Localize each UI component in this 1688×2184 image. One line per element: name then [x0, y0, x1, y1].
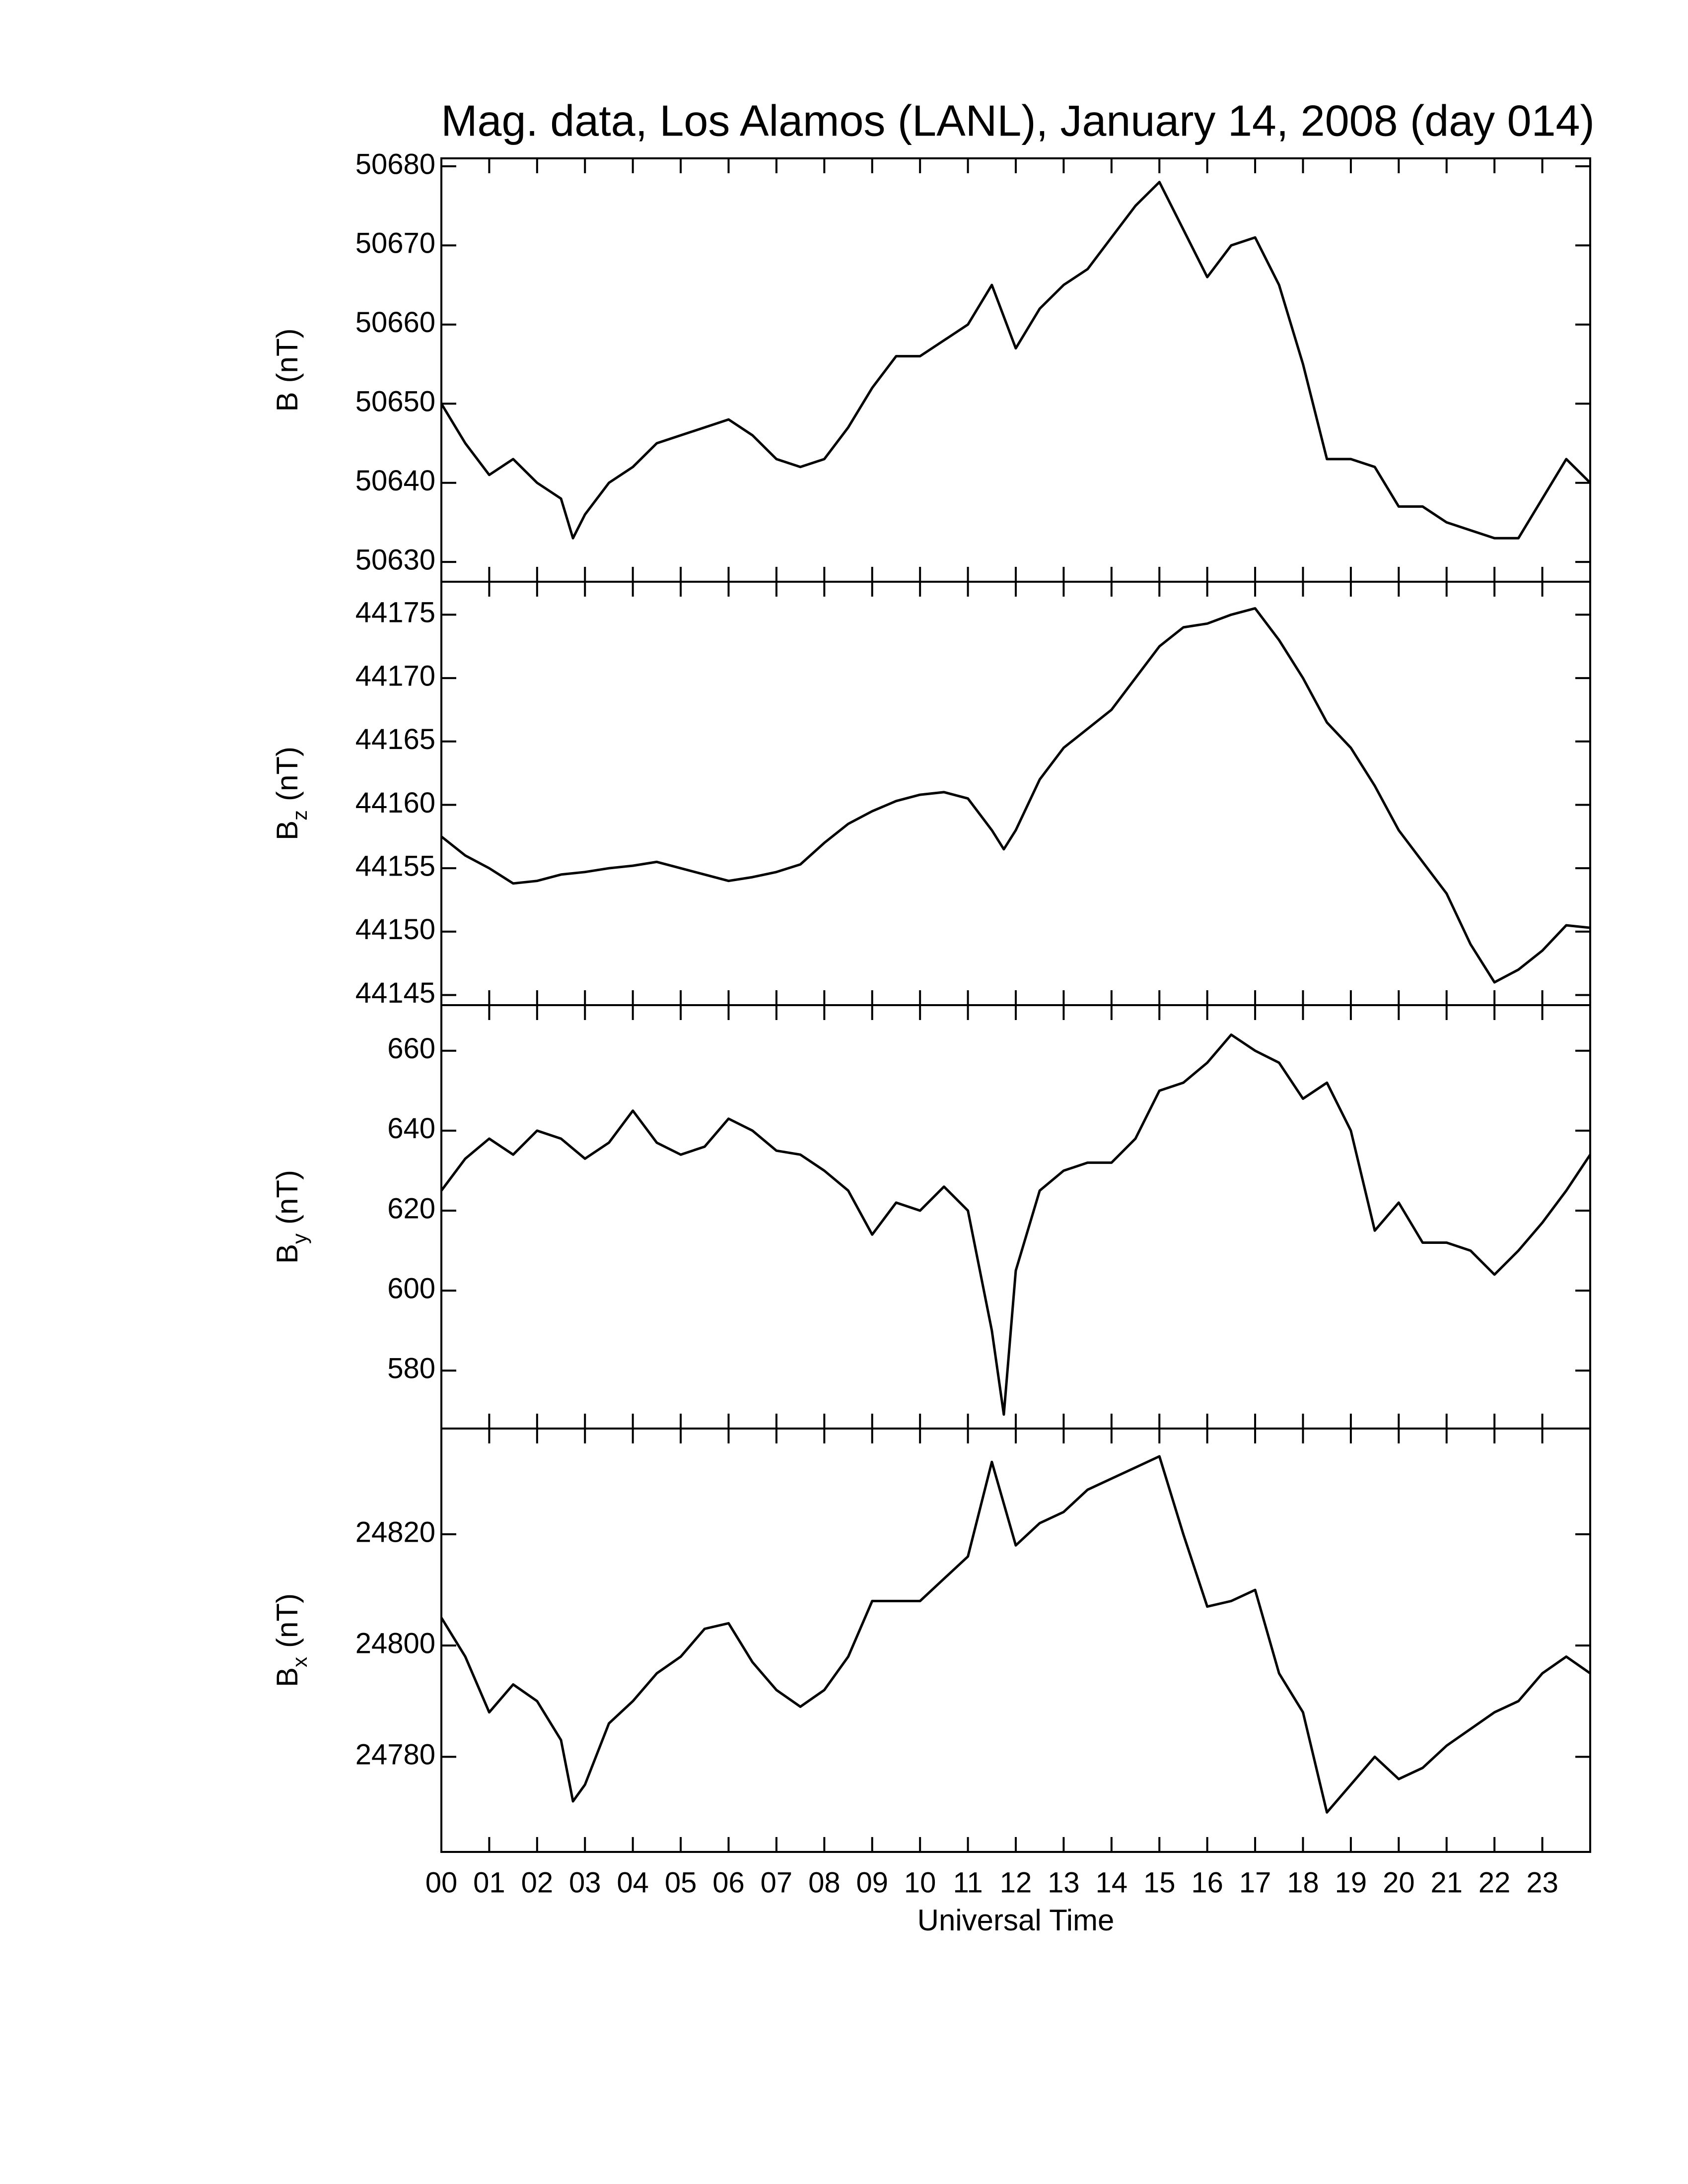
x-tick-label: 08	[808, 1866, 841, 1899]
x-tick-label: 01	[473, 1866, 505, 1899]
x-tick-label: 11	[953, 1866, 983, 1899]
x-tick-label: 14	[1096, 1866, 1128, 1899]
x-tick-label: 23	[1526, 1866, 1558, 1899]
x-tick-label: 13	[1048, 1866, 1080, 1899]
data-line	[440, 1455, 1591, 1814]
x-tick-label: 15	[1143, 1866, 1176, 1899]
x-tick-label: 16	[1191, 1866, 1223, 1899]
y-tick-label: 660	[387, 1032, 435, 1065]
y-tick-label: 24780	[355, 1739, 435, 1771]
y-axis-label-sub: x	[288, 1657, 311, 1667]
x-tick-label: 07	[761, 1866, 793, 1899]
y-axis-label-main: B	[271, 820, 304, 840]
y-axis-label-sub: z	[288, 810, 311, 820]
x-tick-label: 19	[1335, 1866, 1367, 1899]
y-tick-label: 44155	[355, 850, 435, 883]
y-axis-label-main: B	[271, 392, 304, 411]
y-axis-label-main: B	[271, 1667, 304, 1687]
x-tick-label: 02	[521, 1866, 554, 1899]
y-tick-label: 50650	[355, 386, 435, 418]
y-axis-label: Bx (nT)	[271, 1593, 311, 1687]
x-tick-label: 21	[1430, 1866, 1463, 1899]
x-tick-label: 20	[1383, 1866, 1415, 1899]
y-axis-label-unit: (nT)	[271, 328, 304, 383]
y-tick-label: 44145	[355, 977, 435, 1009]
y-axis-label: B (nT)	[271, 328, 304, 411]
y-axis-label: Bz (nT)	[271, 747, 311, 840]
y-tick-label: 44150	[355, 913, 435, 946]
data-line	[440, 1033, 1592, 1416]
y-tick-label: 50680	[355, 148, 435, 180]
x-tick-label: 18	[1287, 1866, 1319, 1899]
plot-frame	[440, 1428, 1591, 1853]
x-tick-label: 06	[712, 1866, 745, 1899]
y-tick-label: 580	[387, 1353, 435, 1385]
y-tick-label: 44165	[355, 723, 435, 755]
y-tick-label: 600	[387, 1272, 435, 1304]
y-axis-label-main: B	[271, 1244, 304, 1264]
chart-title: Mag. data, Los Alamos (LANL), January 14…	[441, 96, 1595, 145]
x-tick-label: 12	[1000, 1866, 1032, 1899]
x-tick-label: 17	[1239, 1866, 1271, 1899]
x-tick-label: 05	[665, 1866, 697, 1899]
x-tick-label: 09	[856, 1866, 888, 1899]
y-tick-label: 640	[387, 1112, 435, 1145]
y-axis-label-unit: (nT)	[271, 1593, 304, 1648]
y-tick-label: 50640	[355, 465, 435, 497]
y-tick-label: 44175	[355, 597, 435, 629]
x-tick-label: 04	[617, 1866, 649, 1899]
x-axis-label: Universal Time	[917, 1904, 1115, 1937]
y-tick-label: 24800	[355, 1627, 435, 1659]
y-axis-label-sub: y	[288, 1233, 311, 1244]
x-tick-label: 03	[569, 1866, 601, 1899]
y-tick-label: 620	[387, 1192, 435, 1225]
y-axis-label-unit: (nT)	[271, 1170, 304, 1225]
y-tick-label: 50660	[355, 306, 435, 339]
y-tick-label: 44160	[355, 787, 435, 819]
data-line	[440, 607, 1591, 984]
y-tick-label: 24820	[355, 1516, 435, 1548]
y-tick-label: 50670	[355, 227, 435, 260]
y-axis-label-unit: (nT)	[271, 747, 304, 801]
y-tick-label: 50630	[355, 544, 435, 576]
y-tick-label: 44170	[355, 660, 435, 692]
x-tick-label: 00	[425, 1866, 458, 1899]
x-tick-label: 10	[904, 1866, 936, 1899]
data-line	[440, 181, 1591, 540]
y-axis-label: By (nT)	[271, 1170, 311, 1264]
x-tick-label: 22	[1478, 1866, 1511, 1899]
